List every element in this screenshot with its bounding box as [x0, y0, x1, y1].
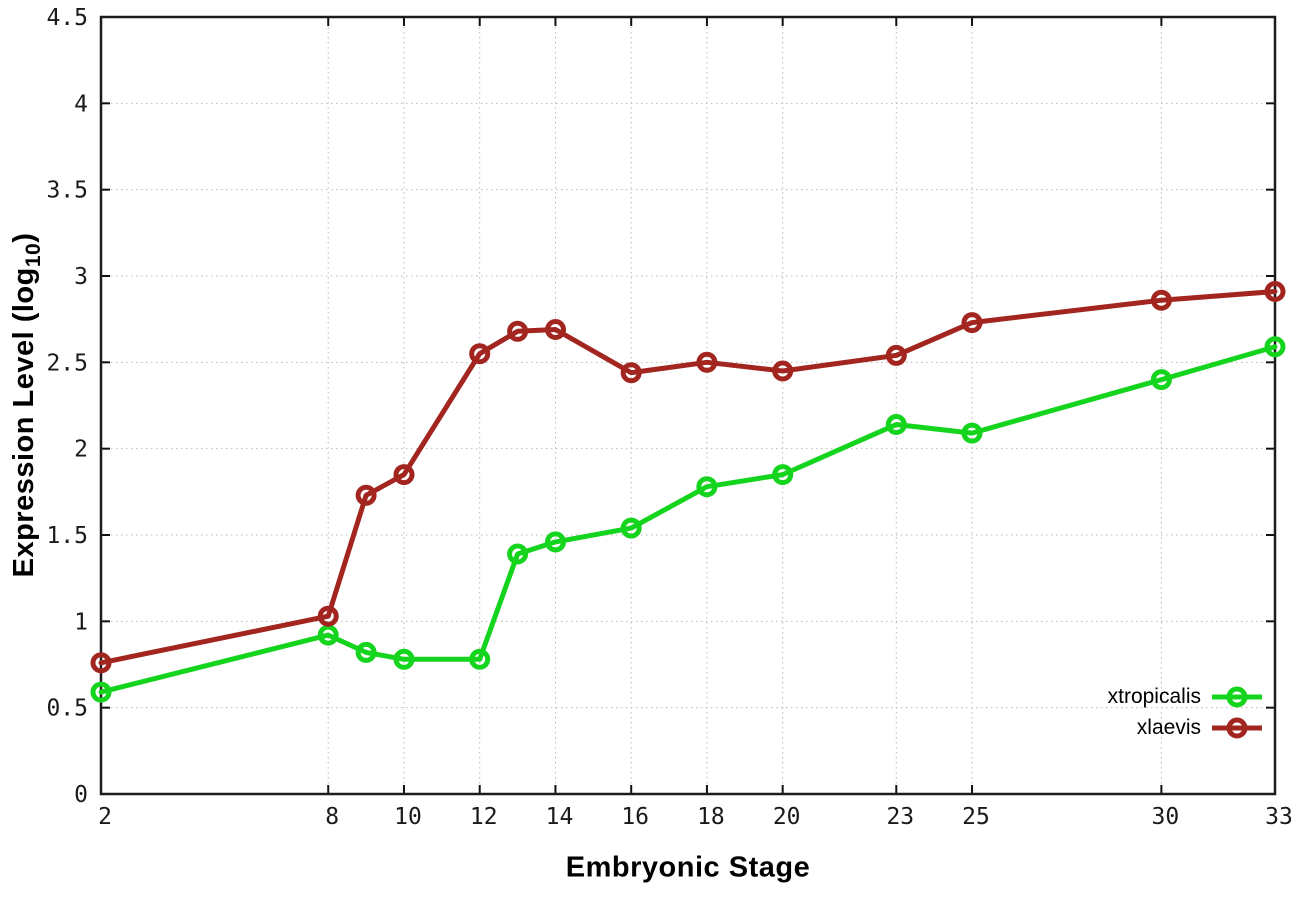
x-tick-label: 25 [962, 804, 990, 830]
series-xtropicalis-point [1150, 369, 1172, 391]
x-tick-label: 8 [325, 804, 339, 830]
series-xlaevis-point [317, 605, 339, 627]
series-xlaevis-point [545, 319, 566, 340]
series-xtropicalis-point [545, 531, 566, 553]
series-xlaevis-point [961, 312, 983, 334]
legend-entry-xtropicalis: xtropicalis [1108, 681, 1263, 712]
y-tick-label: 3 [74, 264, 88, 290]
y-tick-label: 2.5 [46, 350, 88, 376]
series-xtropicalis-point [961, 422, 983, 444]
y-axis-title-text: Expression Level (log [8, 267, 41, 578]
series-xlaevis-point [1150, 289, 1172, 311]
series-xlaevis-point [1264, 281, 1286, 302]
series-xtropicalis-point [469, 648, 491, 670]
series-xlaevis-point [772, 360, 794, 382]
series-xtropicalis-point [696, 476, 718, 498]
y-tick-label: 2 [74, 437, 88, 463]
x-axis-title: Embryonic Stage [565, 851, 811, 884]
legend-marker-open-circle-icon [1212, 717, 1262, 738]
y-tick-label: 4 [74, 91, 88, 117]
series-xlaevis-point [507, 320, 529, 342]
y-axis-title-subscript: 10 [21, 242, 45, 268]
series-xlaevis-point [469, 343, 491, 365]
y-tick-label: 0 [74, 782, 88, 808]
x-tick-label: 16 [621, 804, 649, 830]
series-xtropicalis-point [620, 517, 642, 539]
series-xlaevis-point [393, 464, 415, 486]
x-tick-label: 23 [886, 804, 914, 830]
x-tick-label: 2 [98, 804, 112, 830]
series-xtropicalis-point [507, 543, 529, 565]
x-tick-label: 18 [697, 804, 725, 830]
legend-label: xlaevis [1136, 715, 1201, 739]
y-axis-title: Expression Level (log10) [8, 233, 46, 578]
y-tick-label: 3.5 [46, 178, 88, 204]
x-tick-label: 12 [470, 804, 498, 830]
x-tick-label: 10 [394, 804, 422, 830]
y-tick-label: 1 [74, 609, 88, 635]
series-xtropicalis-line [98, 344, 1278, 695]
series-xtropicalis-point [90, 681, 112, 703]
legend: xtropicalis xlaevis [1108, 681, 1263, 743]
x-tick-label: 33 [1265, 804, 1293, 830]
x-tick-label: 20 [773, 804, 801, 830]
series-xtropicalis-point [772, 464, 794, 486]
plot-border [99, 15, 1277, 796]
series-xlaevis-line [98, 289, 1278, 666]
x-tick-label: 14 [546, 804, 574, 830]
series-xlaevis-point [696, 351, 718, 373]
series-xlaevis-point [620, 362, 642, 384]
legend-label: xtropicalis [1107, 684, 1201, 708]
legend-entry-xlaevis: xlaevis [1108, 712, 1263, 743]
series-xlaevis-point [90, 652, 112, 674]
y-tick-label: 1.5 [46, 523, 88, 549]
y-axis-title-suffix: ) [8, 232, 41, 243]
x-tick-label: 30 [1152, 804, 1180, 830]
legend-marker-open-circle-icon [1212, 686, 1262, 707]
series-xtropicalis-point [393, 648, 415, 670]
series-xtropicalis-point [317, 624, 339, 646]
series-xlaevis-point [355, 484, 377, 506]
series-xtropicalis-point [1264, 336, 1286, 358]
series-xtropicalis-point [355, 641, 377, 663]
series-xtropicalis-point [885, 414, 907, 435]
y-tick-label: 4.5 [46, 5, 88, 31]
series-xlaevis-point [885, 344, 907, 366]
y-tick-label: 0.5 [46, 696, 88, 722]
